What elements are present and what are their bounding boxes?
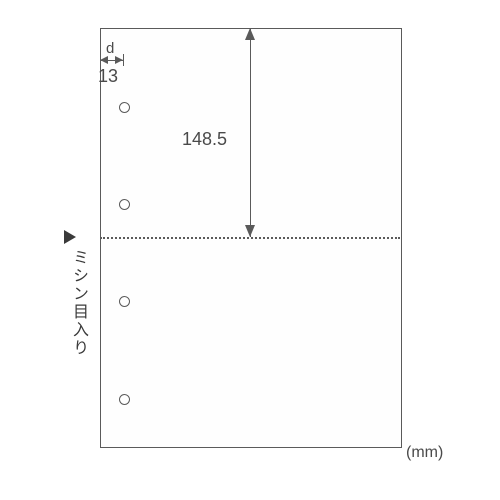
perforation-label: ミシン目入り: [66, 249, 90, 357]
arrow-head-up-icon: [245, 28, 255, 40]
hole-offset-symbol: d: [106, 40, 114, 57]
punch-hole: [119, 102, 130, 113]
punch-hole: [119, 199, 130, 210]
perforation-line: [100, 237, 400, 239]
hole-offset-value: 13: [98, 66, 118, 87]
height-dimension-line: [250, 28, 251, 237]
perforation-marker-icon: [64, 230, 76, 244]
punch-hole: [119, 296, 130, 307]
arrow-head-right-icon: [115, 56, 123, 64]
arrow-head-down-icon: [245, 225, 255, 237]
punch-hole: [119, 394, 130, 405]
unit-label: (mm): [406, 444, 443, 462]
arrow-head-left-icon: [100, 56, 108, 64]
height-value: 148.5: [182, 129, 227, 150]
offset-tick: [123, 54, 124, 66]
